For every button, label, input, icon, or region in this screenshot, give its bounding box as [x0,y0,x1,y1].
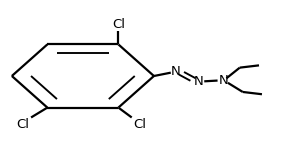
Text: Cl: Cl [17,118,30,131]
Text: N: N [219,74,228,87]
Text: Cl: Cl [112,18,125,31]
Text: Cl: Cl [133,118,146,131]
Text: N: N [171,65,181,78]
Text: N: N [194,75,203,88]
